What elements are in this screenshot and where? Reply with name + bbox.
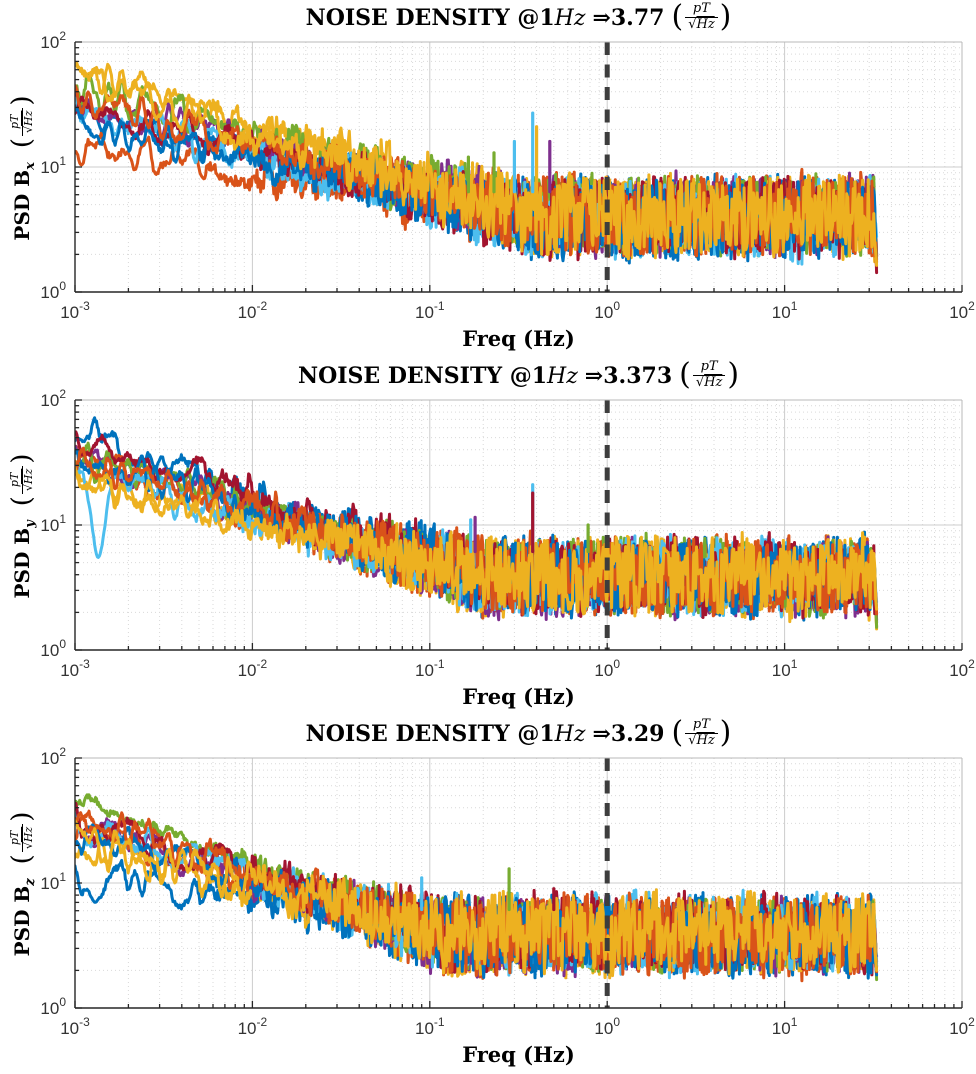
svg-text:100: 100 [40,279,66,302]
sqrt-glyph: √ [22,125,35,133]
svg-text:10-2: 10-2 [238,299,268,322]
title-text: NOISE DENSITY @1 [305,5,555,31]
sqrt-glyph: √ [22,484,35,492]
unit-fraction: pT √Hz [8,465,36,495]
axis-subscript: x [23,162,38,170]
svg-text:100: 100 [594,1015,620,1038]
rparen: ) [727,357,740,392]
svg-text:102: 102 [40,745,66,768]
lparen: ( [6,496,37,507]
svg-text:10-3: 10-3 [60,657,90,680]
title-text: NOISE DENSITY @1 [297,363,548,389]
svg-text:101: 101 [772,299,798,322]
ylabel-bz: PSD Bz (pT √Hz) [6,811,39,957]
title-hz: Hz [554,6,586,31]
svg-text:101: 101 [772,1015,798,1038]
title-hz: Hz [547,364,578,389]
noise-density-value: 3.29 [610,721,665,747]
svg-text:10-2: 10-2 [238,1015,268,1038]
svg-text:102: 102 [949,299,975,322]
arrow-glyph: ⇒ [584,363,604,389]
unit-fraction: pT √Hz [685,1,718,33]
svg-text:101: 101 [40,512,66,535]
arrow-glyph: ⇒ [592,5,611,31]
svg-text:10-3: 10-3 [60,1015,90,1038]
rparen: ) [6,453,37,464]
plot-title-bx: NOISE DENSITY @1Hz ⇒3.77(pT √Hz) [75,0,962,36]
svg-text:101: 101 [772,657,798,680]
noise-density-value: 3.373 [603,363,673,389]
ylabel-by: PSD By (pT √Hz) [6,453,39,599]
svg-text:Freq (Hz): Freq (Hz) [462,1042,575,1067]
psd-chart-bx: 10-3 10-2 10-1 100 101 102 100 101 102 Freq (Hz) [0,0,976,358]
svg-text:100: 100 [40,637,66,660]
svg-text:100: 100 [594,657,620,680]
sqrt-glyph: √ [695,374,705,390]
svg-text:100: 100 [40,995,66,1018]
svg-text:102: 102 [40,29,66,52]
noise-density-value: 3.77 [610,5,665,31]
lparen: ( [6,854,37,865]
lparen: ( [6,137,37,149]
svg-text:Freq (Hz): Freq (Hz) [462,326,575,351]
svg-text:102: 102 [40,387,66,410]
subplot-bz: 10-3 10-2 10-1 100 101 102 100 101 102 Freq (Hz) … [0,716,976,1074]
sqrt-glyph: √ [22,842,35,850]
rparen: ) [719,0,732,34]
plot-title-by: NOISE DENSITY @1Hz ⇒3.373(pT √Hz) [75,358,962,394]
arrow-glyph: ⇒ [592,721,611,747]
rparen: ) [6,811,37,822]
svg-text:10-3: 10-3 [60,299,90,322]
unit-fraction: pT √Hz [685,717,718,749]
svg-text:102: 102 [949,1015,975,1038]
lparen: ( [671,0,684,34]
svg-text:10-1: 10-1 [415,299,445,322]
svg-text:10-1: 10-1 [415,657,445,680]
sqrt-glyph: √ [688,732,697,748]
subplot-bx: 10-3 10-2 10-1 100 101 102 100 101 102 Freq (Hz) … [0,0,976,358]
subplot-by: 10-3 10-2 10-1 100 101 102 100 101 102 Freq (Hz) … [0,358,976,716]
rparen: ) [6,95,37,106]
psd-chart-bz: 10-3 10-2 10-1 100 101 102 100 101 102 Freq (Hz) [0,716,976,1074]
title-hz: Hz [554,722,586,747]
axis-subscript: z [23,878,38,886]
sqrt-glyph: √ [688,16,697,32]
lparen: ( [671,715,684,750]
svg-text:102: 102 [949,657,975,680]
svg-text:10-1: 10-1 [415,1015,445,1038]
unit-fraction: pT √Hz [8,823,36,853]
psd-chart-by: 10-3 10-2 10-1 100 101 102 100 101 102 Freq (Hz) [0,358,976,716]
svg-text:101: 101 [40,154,66,177]
svg-text:10-2: 10-2 [238,657,268,680]
svg-text:Freq (Hz): Freq (Hz) [462,684,575,709]
ylabel-bx: PSD Bx (pT √Hz) [6,95,39,241]
title-text: NOISE DENSITY @1 [305,721,555,747]
svg-text:101: 101 [40,870,66,893]
unit-fraction: pT √Hz [692,359,726,391]
axis-subscript: y [23,520,38,528]
svg-text:100: 100 [594,299,620,322]
rparen: ) [719,715,732,750]
unit-fraction: pT √Hz [8,107,36,136]
plot-title-bz: NOISE DENSITY @1Hz ⇒3.29(pT √Hz) [75,716,962,752]
lparen: ( [679,357,691,392]
